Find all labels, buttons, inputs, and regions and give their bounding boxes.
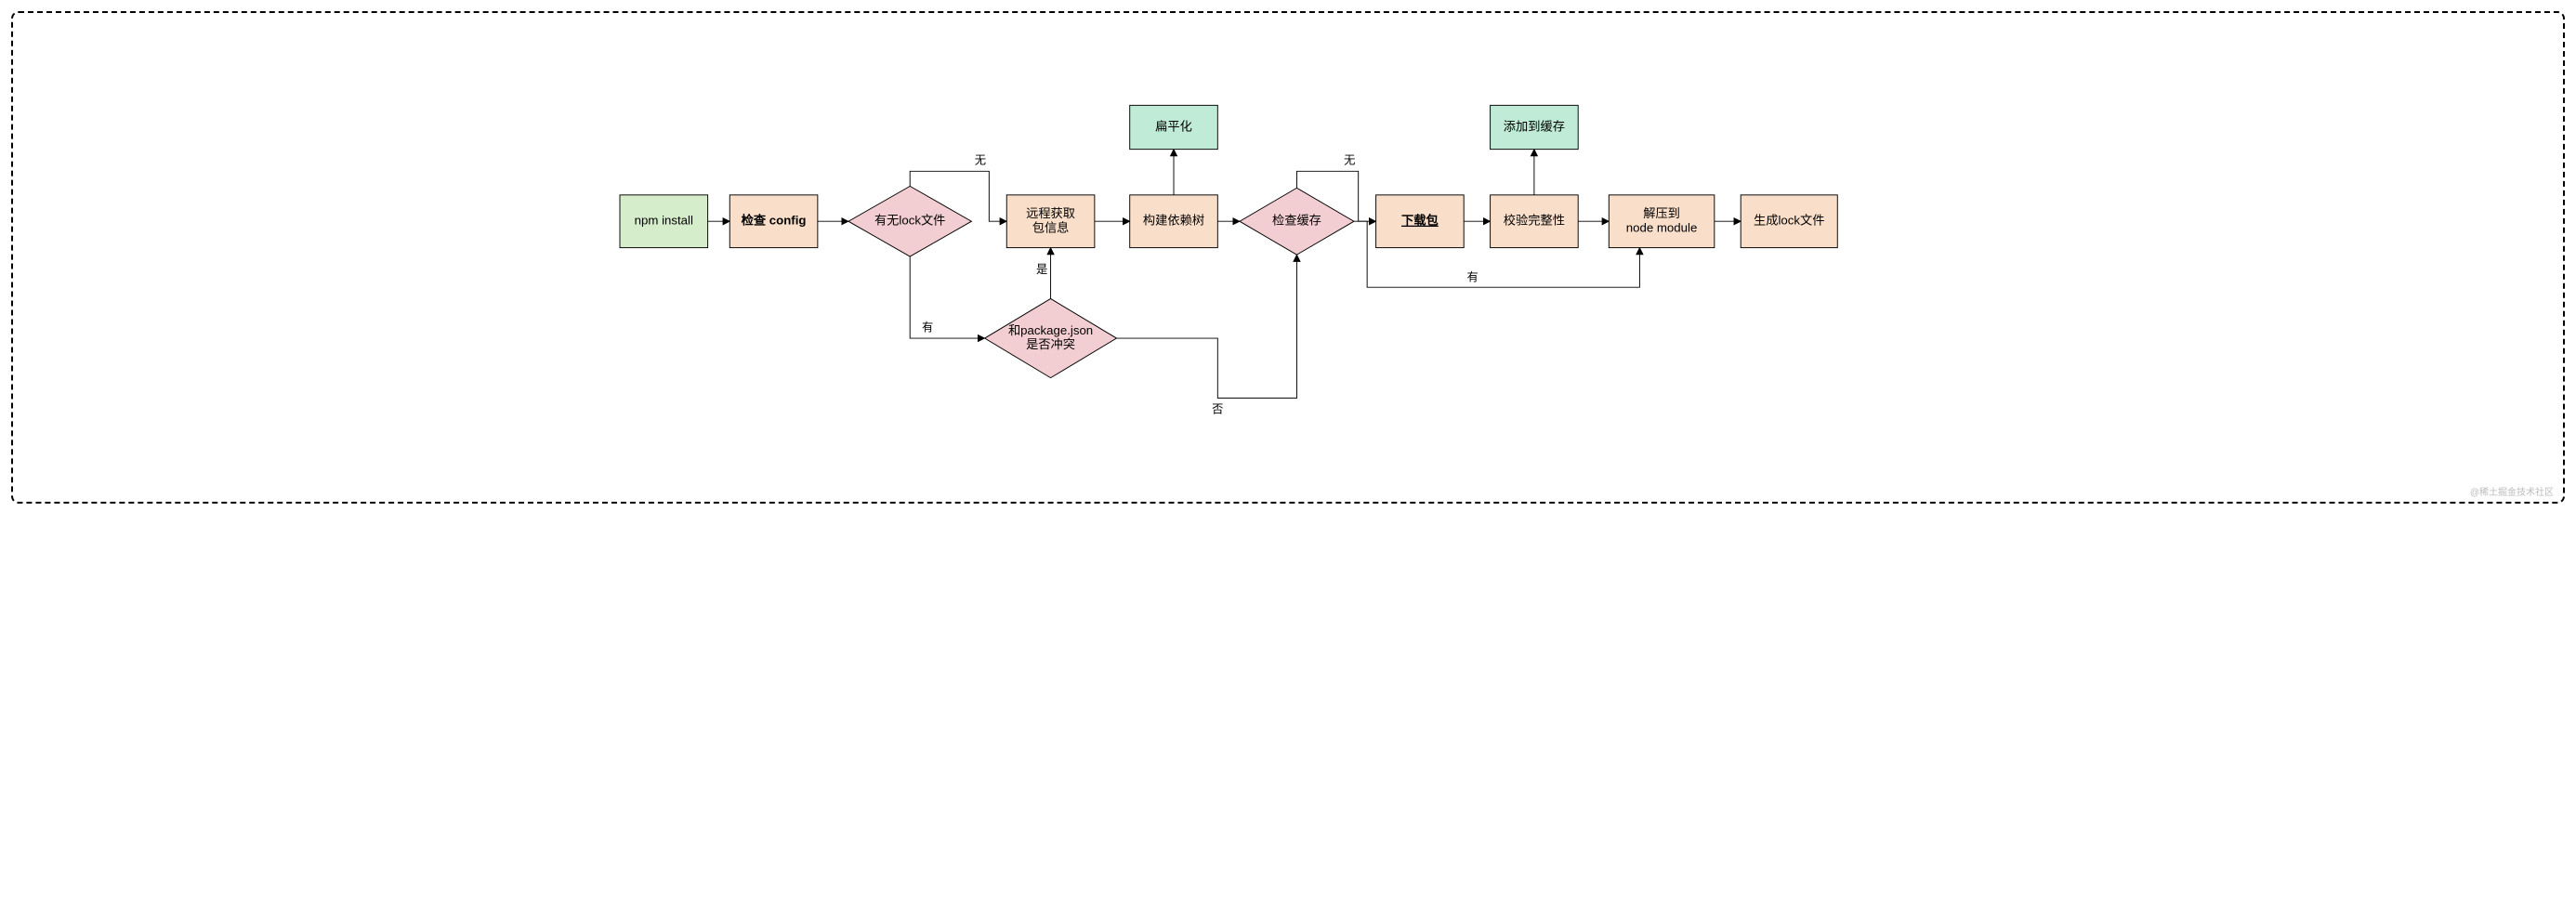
edge-label-pkg_conflict-remote_info: 是: [1036, 263, 1047, 276]
watermark: @稀土掘金技术社区: [2470, 484, 2554, 498]
node-flatten: 扁平化: [1130, 105, 1218, 149]
node-add_cache: 添加到缓存: [1491, 105, 1579, 149]
edge-label-has_lock-pkg_conflict: 有: [922, 321, 933, 334]
node-pkg_conflict: 和package.json是否冲突: [985, 298, 1117, 377]
node-label-verify: 校验完整性: [1504, 213, 1565, 228]
node-label-pkg_conflict: 和package.json: [1008, 323, 1093, 337]
edge-label-has_lock-remote_info: 无: [975, 154, 986, 167]
edges-group: 无有 是否 无有: [708, 150, 1741, 416]
node-label-build_tree: 构建依赖树: [1143, 214, 1204, 228]
node-start: npm install: [620, 195, 708, 248]
node-label-remote_info: 包信息: [1032, 219, 1070, 234]
edge-label-pkg_conflict-check_cache: 否: [1212, 402, 1223, 415]
edge-label-check_cache-extract: 有: [1467, 271, 1479, 284]
edge-pkg_conflict-check_cache: [1117, 255, 1297, 398]
node-remote_info: 远程获取包信息: [1006, 195, 1095, 248]
node-has_lock: 有无lock文件: [848, 186, 971, 256]
flowchart-svg: 无有 是否 无有 npm install 检查 config 有无lock文件 远程获取包信…: [13, 13, 2563, 502]
node-label-add_cache: 添加到缓存: [1504, 119, 1565, 133]
node-extract: 解压到node module: [1609, 195, 1715, 248]
node-label-check_config: 检查 config: [742, 213, 807, 228]
node-label-pkg_conflict: 是否冲突: [1026, 337, 1075, 351]
node-label-extract: 解压到: [1643, 206, 1680, 220]
node-label-gen_lock: 生成lock文件: [1754, 214, 1824, 228]
edge-label-check_cache-download: 无: [1344, 154, 1355, 167]
node-label-check_cache: 检查缓存: [1272, 214, 1321, 228]
node-check_cache: 检查缓存: [1240, 188, 1354, 255]
node-gen_lock: 生成lock文件: [1741, 195, 1837, 248]
diagram-container: 无有 是否 无有 npm install 检查 config 有无lock文件 远程获取包信…: [11, 11, 2565, 504]
node-label-start: npm install: [635, 214, 693, 228]
node-verify: 校验完整性: [1491, 195, 1579, 248]
node-check_config: 检查 config: [729, 195, 818, 248]
node-download: 下载包: [1376, 195, 1465, 248]
node-label-flatten: 扁平化: [1155, 119, 1192, 133]
node-label-remote_info: 远程获取: [1026, 206, 1075, 220]
nodes-group: npm install 检查 config 有无lock文件 远程获取包信息 构建依赖树…: [620, 105, 1837, 377]
node-build_tree: 构建依赖树: [1130, 195, 1218, 248]
node-label-has_lock: 有无lock文件: [874, 214, 945, 228]
node-label-extract: node module: [1626, 220, 1698, 234]
node-label-download: 下载包: [1401, 213, 1439, 228]
